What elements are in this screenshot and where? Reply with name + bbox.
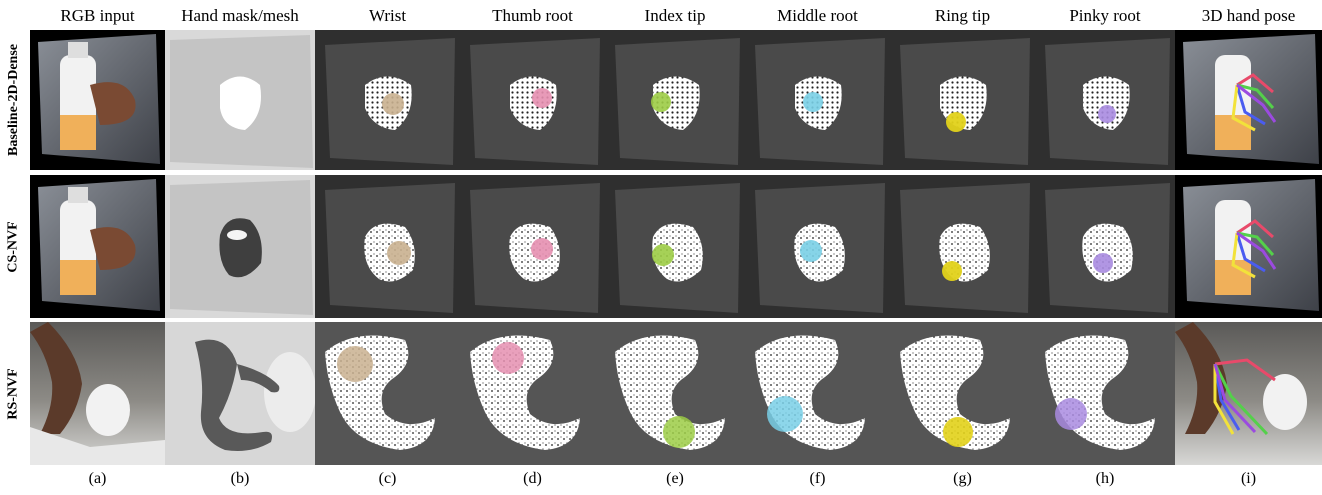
label-h: (h) <box>1095 470 1115 487</box>
label-i: (i) <box>1240 470 1257 487</box>
row3-middle-root-field <box>745 322 890 465</box>
row1-thumb-root-field <box>460 30 605 170</box>
row3-wrist-field <box>315 322 460 465</box>
label-g: (g) <box>953 470 972 487</box>
header-index-tip: Index tip <box>644 6 706 25</box>
row3-ring-tip-field <box>890 322 1035 465</box>
row2-wrist-field <box>315 175 460 318</box>
row-label-rs-nvf: RS-NVF <box>0 322 28 465</box>
row-label-baseline: Baseline-2D-Dense <box>0 30 28 170</box>
row1-wrist-field <box>315 30 460 170</box>
row3-3d-hand-pose-image <box>1175 322 1322 465</box>
label-e: (e) <box>666 470 684 487</box>
row3-pinky-root-field <box>1035 322 1175 465</box>
row2-pinky-root-field <box>1035 175 1175 318</box>
label-c: (c) <box>378 470 397 487</box>
row2-3d-hand-pose-image <box>1175 175 1322 318</box>
row-label-cs-nvf-text: CS-NVF <box>6 220 21 273</box>
header-rgb-input: RGB input <box>60 6 135 25</box>
row-label-cs-nvf: CS-NVF <box>0 175 28 318</box>
row2-ring-tip-field <box>890 175 1035 318</box>
label-d: (d) <box>523 470 542 487</box>
row2-thumb-root-field <box>460 175 605 318</box>
label-f: (f) <box>809 470 826 487</box>
row1-index-tip-field <box>605 30 745 170</box>
row2-middle-root-field <box>745 175 890 318</box>
row2-hand-mesh-image <box>165 175 315 318</box>
row3-hand-mesh-image <box>165 322 315 465</box>
header-wrist: Wrist <box>368 6 407 25</box>
row1-3d-hand-pose-image <box>1175 30 1322 170</box>
label-a: (a) <box>88 470 107 487</box>
row3-index-tip-field <box>605 322 745 465</box>
row1-hand-mask-image <box>165 30 315 170</box>
label-b: (b) <box>230 470 250 487</box>
row1-ring-tip-field <box>890 30 1035 170</box>
header-hand-mask-mesh: Hand mask/mesh <box>181 6 299 25</box>
header-middle-root: Middle root <box>777 6 858 25</box>
header-thumb-root: Thumb root <box>492 6 573 25</box>
header-3d-hand-pose: 3D hand pose <box>1201 6 1296 25</box>
row-label-baseline-text: Baseline-2D-Dense <box>6 44 21 156</box>
row3-rgb-input-image <box>30 322 165 465</box>
row3-thumb-root-field <box>460 322 605 465</box>
header-ring-tip: Ring tip <box>934 6 991 25</box>
row1-rgb-input-image <box>30 30 165 170</box>
row-label-rs-nvf-text: RS-NVF <box>6 367 21 420</box>
row1-pinky-root-field <box>1035 30 1175 170</box>
row2-index-tip-field <box>605 175 745 318</box>
row1-middle-root-field <box>745 30 890 170</box>
row2-rgb-input-image <box>30 175 165 318</box>
header-pinky-root: Pinky root <box>1069 6 1141 25</box>
